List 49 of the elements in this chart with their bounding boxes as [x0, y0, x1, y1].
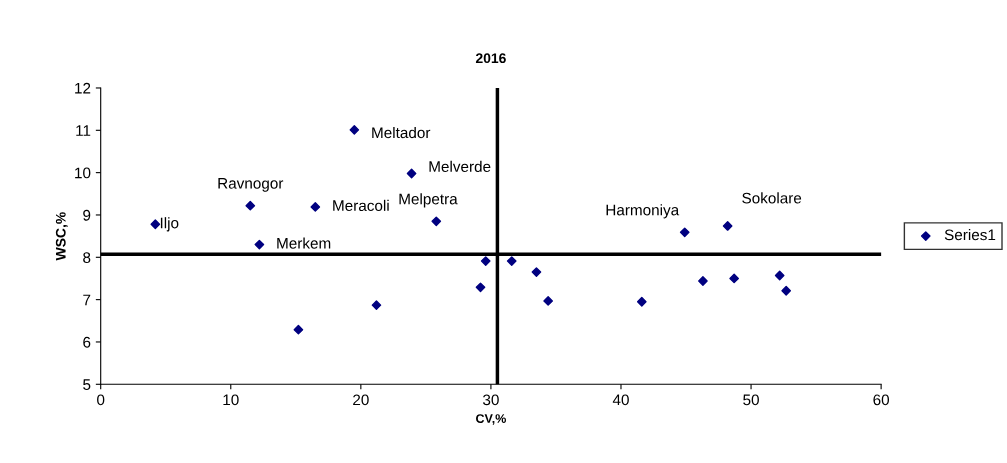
y-tick-label: 11: [76, 125, 91, 136]
point: [729, 273, 740, 284]
x-tick-label: 50: [743, 394, 759, 406]
annotation: Merkem: [277, 237, 331, 249]
x-tick-label: 20: [353, 394, 369, 406]
point: [293, 324, 304, 335]
point: [531, 267, 542, 277]
y-tick-label: 5: [83, 379, 91, 390]
y-tick-label: 8: [83, 252, 91, 263]
point: [698, 276, 708, 286]
y-tick-label: 10: [75, 167, 91, 179]
point: [679, 227, 690, 238]
annotation: Harmoniya: [606, 204, 680, 219]
point: [636, 296, 647, 307]
annotation: Melpetra: [399, 193, 458, 208]
y-tick-label: 12: [75, 82, 91, 94]
point: [722, 221, 733, 231]
x-tick-label: 10: [223, 394, 239, 406]
y-tick-label: 7: [83, 294, 91, 306]
y-axis-title: WSC,%: [55, 212, 68, 261]
x-tick-label: 0: [97, 394, 105, 406]
point: [406, 168, 417, 179]
annotation: Ravnogor: [218, 178, 284, 192]
point: [245, 200, 256, 211]
point: [543, 296, 554, 306]
annotation: Meltador: [372, 126, 431, 139]
point: [431, 216, 442, 227]
annotation: Sokolare: [742, 192, 802, 204]
point: [774, 270, 785, 281]
x-tick-label: 30: [483, 394, 499, 406]
annotation: Iljo: [160, 217, 179, 232]
point: [254, 239, 265, 250]
point: [150, 219, 161, 230]
point: [310, 202, 321, 212]
x-axis-title: CV,%: [476, 414, 506, 425]
x-tick-label: 60: [873, 394, 890, 406]
y-tick-label: 9: [83, 209, 91, 221]
point: [781, 285, 792, 296]
point: [371, 300, 382, 310]
point: [475, 282, 486, 293]
x-tick-label: 40: [612, 394, 629, 406]
point: [506, 256, 517, 266]
chart-title: 2016: [475, 53, 506, 64]
annotation: Melverde: [429, 160, 491, 173]
point: [349, 125, 360, 135]
annotation: Meracoli: [333, 199, 389, 212]
point: [480, 256, 491, 266]
legend-label: Series1: [944, 229, 996, 241]
y-tick-label: 6: [83, 336, 91, 348]
